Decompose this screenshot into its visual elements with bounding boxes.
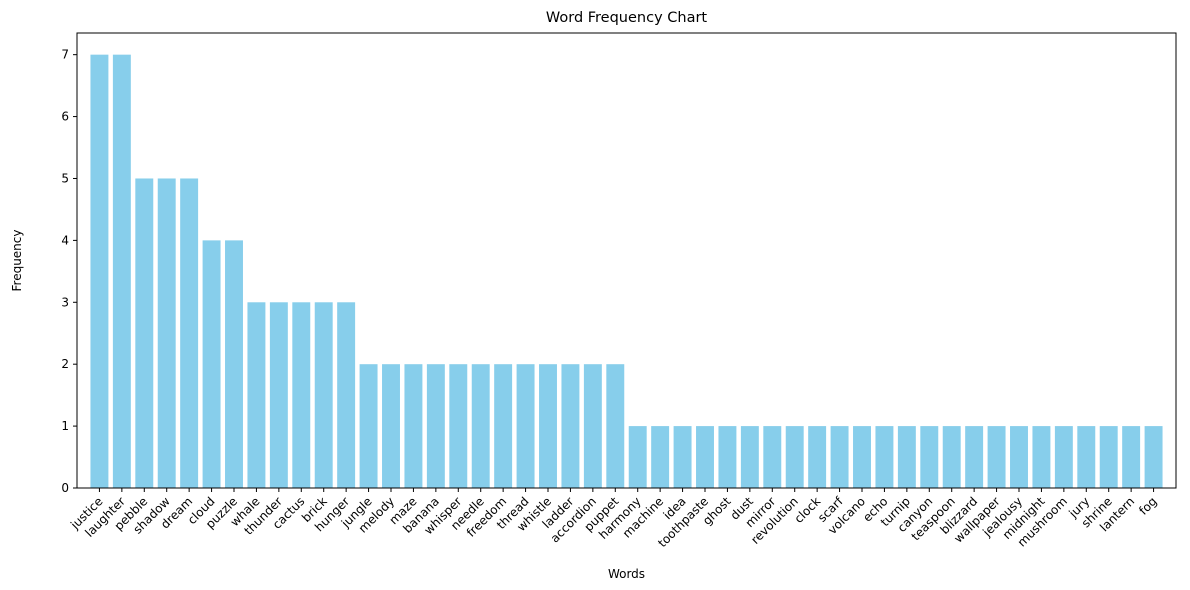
- bar-cloud: [202, 240, 221, 488]
- plot-frame: [76, 32, 1177, 489]
- bar-mushroom: [1054, 426, 1073, 488]
- bar-ghost: [718, 426, 737, 488]
- bar-puzzle: [225, 240, 243, 488]
- bar-laughter: [112, 54, 131, 489]
- bar-volcano: [853, 426, 871, 488]
- bar-midnight: [1032, 426, 1051, 488]
- bar-jungle: [359, 364, 378, 488]
- bar-melody: [382, 364, 400, 488]
- bar-needle: [471, 364, 490, 488]
- bar-lantern: [1122, 426, 1141, 488]
- bar-fog: [1144, 426, 1163, 488]
- y-axis-ticks: 0 1 2 3 4 5 6 7: [61, 48, 77, 495]
- bar-ladder: [561, 364, 580, 488]
- bar-wallpaper: [987, 426, 1006, 488]
- bar-jury: [1077, 426, 1096, 488]
- y-tick-label: 3: [61, 295, 69, 309]
- bar-whale: [247, 302, 266, 488]
- bar-turnip: [897, 426, 916, 488]
- bar-mirror: [763, 426, 782, 488]
- y-tick-label: 5: [61, 171, 69, 185]
- bar-blizzard: [965, 426, 984, 488]
- bar-justice: [90, 54, 109, 489]
- x-tick-label: fog: [1136, 494, 1159, 517]
- y-tick-label: 0: [61, 481, 69, 495]
- bar-jealousy: [1010, 426, 1028, 488]
- bar-scarf: [830, 426, 849, 488]
- y-tick-label: 2: [61, 357, 69, 371]
- y-tick-label: 7: [61, 48, 69, 62]
- bar-dust: [740, 426, 759, 488]
- y-tick-label: 6: [61, 110, 69, 124]
- bar-echo: [875, 426, 894, 488]
- bar-banana: [426, 364, 445, 488]
- bar-cactus: [292, 302, 311, 488]
- x-tick-label: clock: [792, 494, 824, 526]
- bars-group: [90, 54, 1163, 489]
- bar-pebble: [135, 178, 154, 488]
- bar-teaspoon: [942, 426, 961, 488]
- y-tick-label: 1: [61, 419, 69, 433]
- bar-dream: [180, 178, 199, 488]
- bar-thunder: [269, 302, 288, 488]
- y-tick-label: 4: [61, 233, 69, 247]
- bar-freedom: [494, 364, 513, 488]
- x-axis-ticks: justicelaughterpebbleshadowdreamcloudpuz…: [67, 488, 1160, 550]
- bar-whisper: [449, 364, 468, 488]
- bar-brick: [314, 302, 333, 488]
- x-axis-title: Words: [608, 567, 645, 581]
- bar-whistle: [539, 364, 557, 488]
- bar-shrine: [1099, 426, 1118, 488]
- bar-puppet: [606, 364, 625, 488]
- bar-machine: [651, 426, 670, 488]
- bar-hunger: [337, 302, 356, 488]
- bar-accordion: [583, 364, 602, 488]
- y-axis-title: Frequency: [10, 230, 24, 292]
- chart-title: Word Frequency Chart: [546, 10, 708, 26]
- bar-canyon: [920, 426, 939, 488]
- bar-thread: [516, 364, 535, 488]
- bar-maze: [404, 364, 423, 488]
- bar-clock: [808, 426, 827, 488]
- bar-idea: [673, 426, 692, 488]
- bar-shadow: [157, 178, 176, 488]
- bar-revolution: [785, 426, 804, 488]
- bar-harmony: [628, 426, 647, 488]
- bar-toothpaste: [696, 426, 714, 488]
